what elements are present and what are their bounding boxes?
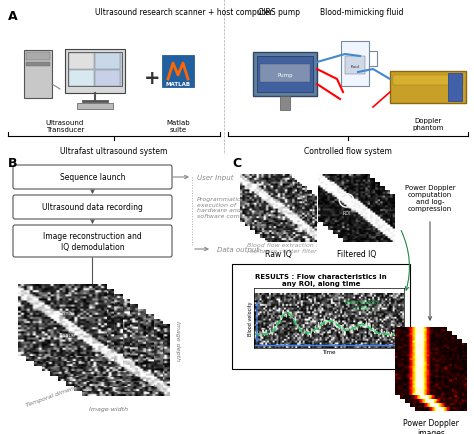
Text: Raw IQ: Raw IQ — [265, 250, 292, 258]
Text: CIRS pump: CIRS pump — [258, 8, 300, 17]
Text: Controlled flow system: Controlled flow system — [304, 147, 392, 156]
Bar — [77, 104, 113, 110]
Text: Programmatic
execution of
hardware and
software commands: Programmatic execution of hardware and s… — [197, 196, 261, 219]
Text: A: A — [8, 10, 18, 23]
Text: Ultrafast ultrasound system: Ultrafast ultrasound system — [60, 147, 168, 156]
Text: Ultrasound
Transducer: Ultrasound Transducer — [46, 120, 84, 133]
Bar — [162, 56, 194, 88]
FancyBboxPatch shape — [13, 196, 172, 220]
Bar — [393, 76, 463, 86]
Text: Blood-mimicking fluid: Blood-mimicking fluid — [320, 8, 403, 17]
Text: Power Doppler
images: Power Doppler images — [403, 418, 459, 434]
Text: Doppler
phantom: Doppler phantom — [412, 118, 444, 131]
Bar — [448, 74, 462, 102]
Bar — [232, 264, 410, 369]
Bar — [26, 63, 50, 67]
Bar — [69, 54, 94, 70]
FancyBboxPatch shape — [13, 226, 172, 257]
Bar — [341, 42, 369, 87]
Bar — [280, 97, 290, 111]
Text: User Input: User Input — [197, 174, 234, 181]
FancyBboxPatch shape — [13, 166, 172, 190]
Bar — [26, 53, 50, 61]
Text: B: B — [8, 157, 18, 170]
Text: Data output: Data output — [217, 247, 259, 253]
Text: Blood flow extraction :
software clutter filter: Blood flow extraction : software clutter… — [247, 243, 319, 253]
Bar — [257, 57, 313, 93]
Bar — [68, 53, 122, 87]
Text: Image width: Image width — [90, 406, 128, 411]
Bar — [69, 71, 94, 87]
Text: RESULTS : Flow characteristics in
any ROI, along time: RESULTS : Flow characteristics in any RO… — [255, 273, 387, 286]
Text: Ultrasound research scanner + host computer: Ultrasound research scanner + host compu… — [95, 8, 273, 17]
Text: Image reconstruction and
IQ demodulation: Image reconstruction and IQ demodulation — [43, 232, 142, 251]
Bar — [260, 65, 310, 83]
Bar — [345, 57, 365, 75]
Text: ROI: ROI — [342, 210, 351, 215]
Text: Matlab
suite: Matlab suite — [166, 120, 190, 133]
Text: fluid: fluid — [350, 65, 359, 69]
X-axis label: Time: Time — [322, 349, 336, 355]
Text: Tissue: Tissue — [58, 332, 75, 337]
Text: MATLAB: MATLAB — [165, 81, 191, 86]
Text: C: C — [232, 157, 241, 170]
Bar — [390, 72, 466, 104]
Text: Filtered IQ: Filtered IQ — [337, 250, 376, 258]
Text: Ultrasound data recording: Ultrasound data recording — [42, 203, 143, 212]
Text: Sequence launch: Sequence launch — [60, 173, 125, 182]
Text: Image depth: Image depth — [175, 320, 181, 360]
Bar — [253, 53, 317, 97]
Text: Temporal dimension: Temporal dimension — [25, 381, 87, 408]
Text: Mean velocity
in ROI: Mean velocity in ROI — [345, 300, 379, 310]
Text: Power Doppler
computation
and log-
compression: Power Doppler computation and log- compr… — [405, 184, 456, 211]
Y-axis label: Blood velocity: Blood velocity — [247, 301, 253, 335]
Bar — [24, 51, 52, 99]
Bar — [95, 54, 120, 70]
Bar — [65, 50, 125, 94]
Bar — [95, 71, 120, 87]
Text: Pump: Pump — [277, 72, 293, 77]
Text: Canal: Canal — [58, 311, 74, 316]
Text: +: + — [144, 68, 160, 87]
